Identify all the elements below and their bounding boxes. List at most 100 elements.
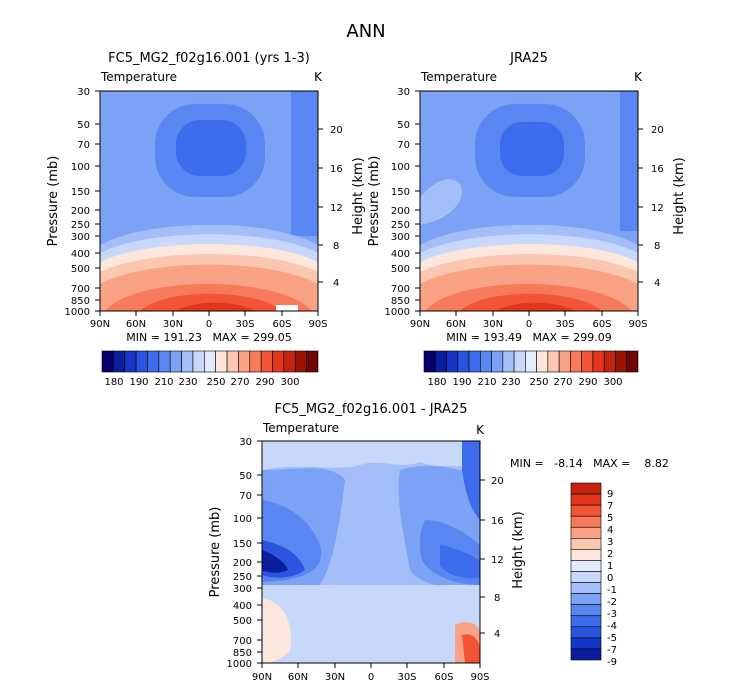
colorbar-swatch (434, 350, 447, 373)
height-tick-label: 20 (491, 476, 504, 487)
colorbar-swatch (446, 350, 459, 373)
y-tick-label: 300 (391, 232, 410, 243)
colorbar-label: 250 (206, 377, 225, 388)
x-tick-label: 90S (470, 672, 489, 683)
field-band-8 (175, 302, 255, 311)
panel-model-stats: MIN = 191.23 MAX = 299.05 (126, 331, 291, 344)
height-axis-title: Height (km) (672, 157, 687, 234)
field-left-extreme (262, 550, 288, 573)
colorbar-swatch (558, 350, 571, 373)
colorbar-label: 300 (603, 377, 622, 388)
y-tick-label: 100 (71, 162, 90, 173)
panel-reanalysis-title: JRA25 (509, 51, 548, 66)
y-tick-label: 200 (391, 206, 410, 217)
panel-difference-height-axis: 20 16 12 8 4 Height (km) (480, 476, 526, 640)
colorbar-label: 190 (129, 377, 148, 388)
height-tick-label: 8 (333, 241, 339, 252)
x-tick-label: 90N (252, 672, 272, 683)
colorbar-swatch (570, 560, 602, 572)
colorbar-label: 7 (607, 501, 613, 512)
colorbar-swatch (570, 593, 602, 605)
colorbar-swatch (570, 648, 602, 661)
colorbar-label: 290 (578, 377, 597, 388)
y-tick-label: 250 (233, 572, 252, 583)
colorbar-swatch (158, 350, 171, 373)
panel-model-units: K (314, 70, 323, 84)
colorbar-swatch (570, 482, 602, 495)
panel-reanalysis-x-axis: 90N 60N 30N 0 30S 60S 90S (410, 311, 648, 330)
colorbar-swatch (570, 538, 602, 550)
panel-difference-units: K (476, 423, 485, 437)
y-tick-label: 30 (77, 87, 90, 98)
y-tick-label: 850 (71, 296, 90, 307)
field-missing-topography (276, 305, 298, 311)
colorbar-label: 250 (529, 377, 548, 388)
panel-model-colorbar (101, 350, 319, 373)
x-tick-label: 60N (446, 319, 466, 330)
colorbar-swatch (603, 350, 616, 373)
y-axis-title: Pressure (mb) (46, 156, 61, 247)
x-tick-label: 60S (272, 319, 291, 330)
y-tick-label: 150 (71, 187, 90, 198)
y-tick-label: 400 (71, 249, 90, 260)
colorbar-swatch (249, 350, 262, 373)
field-band-7 (140, 293, 282, 311)
panel-reanalysis-colorbar (423, 350, 639, 373)
colorbar-label: 270 (230, 377, 249, 388)
y-tick-label: 850 (391, 296, 410, 307)
panel-model-y-axis: 30 50 70 100 150 200 250 300 400 500 700… (46, 87, 100, 318)
panel-reanalysis-height-axis: 20 16 12 8 4 Height (km) (638, 125, 687, 289)
field-lower-band (262, 585, 480, 663)
panel-difference-colorbar (570, 482, 602, 661)
panel-reanalysis-field (420, 91, 638, 311)
field-cold-core-inner (500, 122, 564, 176)
colorbar-swatch (491, 350, 504, 373)
panel-model-colorbar-labels: 180 190 210 230 250 270 290 300 (104, 377, 299, 388)
y-tick-label: 150 (391, 187, 410, 198)
panel-model-height-axis: 20 16 12 8 4 Height (km) (318, 125, 366, 289)
colorbar-swatch (468, 350, 481, 373)
colorbar-label: 210 (477, 377, 496, 388)
colorbar-swatch (536, 350, 549, 373)
y-tick-label: 100 (391, 162, 410, 173)
colorbar-swatch (570, 582, 602, 594)
panel-difference-subtitle: Temperature (262, 421, 339, 435)
y-tick-label: 700 (233, 636, 252, 647)
height-tick-label: 12 (330, 203, 343, 214)
x-tick-label: 90N (410, 319, 430, 330)
x-tick-label: 60N (126, 319, 146, 330)
y-tick-label: 500 (391, 264, 410, 275)
colorbar-label: 300 (280, 377, 299, 388)
panel-reanalysis-subtitle: Temperature (420, 70, 497, 84)
y-tick-label: 500 (233, 616, 252, 627)
x-tick-label: 30N (163, 319, 183, 330)
panel-difference: FC5_MG2_f02g16.001 - JRA25 Temperature K (208, 402, 669, 683)
colorbar-swatch (570, 604, 602, 617)
colorbar-swatch (570, 549, 602, 561)
colorbar-swatch (423, 350, 436, 373)
colorbar-label: -4 (607, 621, 617, 632)
y-tick-label: 250 (391, 220, 410, 231)
field-lower-left-warm (262, 598, 291, 663)
y-tick-label: 1000 (227, 659, 252, 670)
colorbar-swatch (570, 637, 602, 650)
x-tick-label: 0 (206, 319, 212, 330)
panel-model-subtitle: Temperature (100, 70, 177, 84)
y-tick-label: 50 (397, 120, 410, 131)
colorbar-swatch (547, 350, 560, 373)
y-tick-label: 30 (397, 87, 410, 98)
colorbar-label: 270 (553, 377, 572, 388)
colorbar-label: 4 (607, 525, 613, 536)
y-tick-label: 400 (233, 601, 252, 612)
colorbar-swatch (570, 493, 602, 506)
colorbar-label: 3 (607, 537, 613, 548)
colorbar-swatch (294, 350, 307, 373)
colorbar-swatch (513, 350, 526, 373)
height-axis-title: Height (km) (511, 511, 526, 588)
colorbar-label: -7 (607, 645, 617, 656)
field-light-patch (420, 179, 462, 225)
x-tick-label: 60S (434, 672, 453, 683)
colorbar-swatch (570, 350, 582, 373)
colorbar-swatch (615, 350, 628, 373)
x-tick-label: 90S (308, 319, 327, 330)
